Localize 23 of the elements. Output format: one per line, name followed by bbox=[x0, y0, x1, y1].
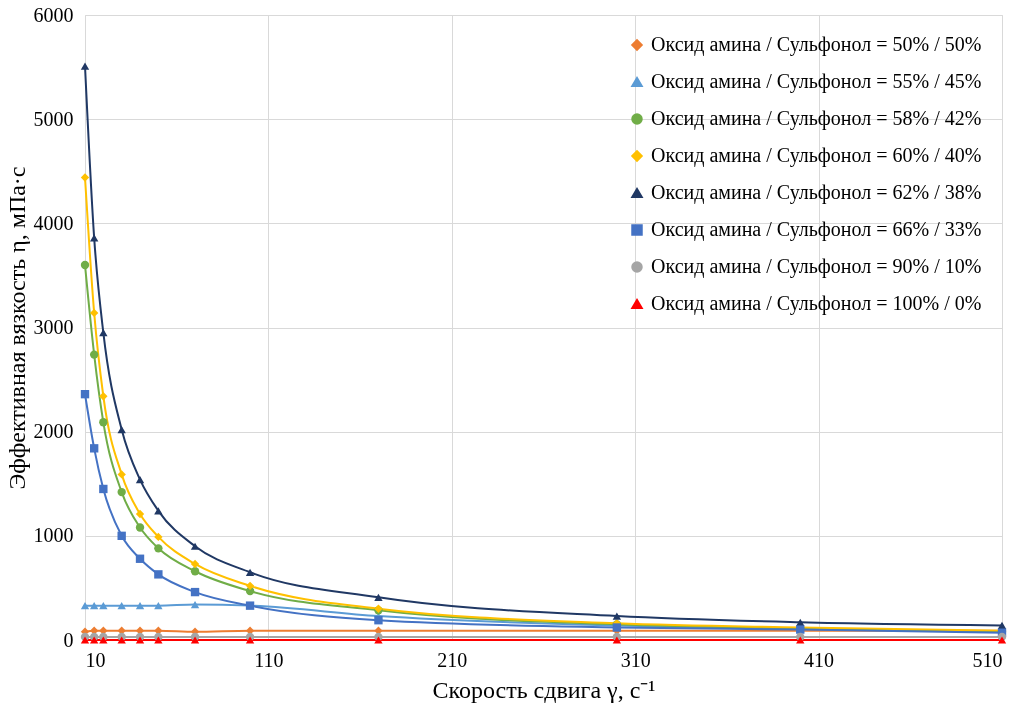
x-tick-label: 110 bbox=[254, 648, 284, 671]
x-axis-title: Скорость сдвига γ, с⁻¹ bbox=[432, 676, 656, 703]
legend-label: Оксид амина / Сульфонол = 55% / 45% bbox=[651, 70, 982, 93]
legend-label: Оксид амина / Сульфонол = 58% / 42% bbox=[651, 107, 982, 130]
y-tick-label: 4000 bbox=[33, 211, 74, 234]
x-tick-label: 210 bbox=[437, 648, 468, 671]
x-tick-label: 310 bbox=[620, 648, 651, 671]
x-tick-label: 510 bbox=[972, 648, 1003, 671]
legend-label: Оксид амина / Сульфонол = 62% / 38% bbox=[651, 181, 982, 204]
y-tick-label: 1000 bbox=[33, 524, 74, 547]
legend-label: Оксид амина / Сульфонол = 90% / 10% bbox=[651, 255, 982, 278]
legend-label: Оксид амина / Сульфонол = 50% / 50% bbox=[651, 33, 982, 56]
y-tick-label: 5000 bbox=[33, 107, 74, 130]
y-tick-label: 0 bbox=[63, 628, 74, 651]
y-axis-title: Эффективная вязкость η, мПа·с bbox=[3, 166, 30, 490]
legend-label: Оксид амина / Сульфонол = 66% / 33% bbox=[651, 218, 982, 241]
y-tick-label: 6000 bbox=[33, 3, 74, 26]
x-tick-label: 10 bbox=[85, 648, 106, 671]
legend-label: Оксид амина / Сульфонол = 100% / 0% bbox=[651, 292, 982, 315]
y-tick-label: 2000 bbox=[33, 420, 74, 443]
x-tick-label: 410 bbox=[804, 648, 835, 671]
y-tick-label: 3000 bbox=[33, 316, 74, 338]
legend-label: Оксид амина / Сульфонол = 60% / 40% bbox=[651, 144, 982, 167]
